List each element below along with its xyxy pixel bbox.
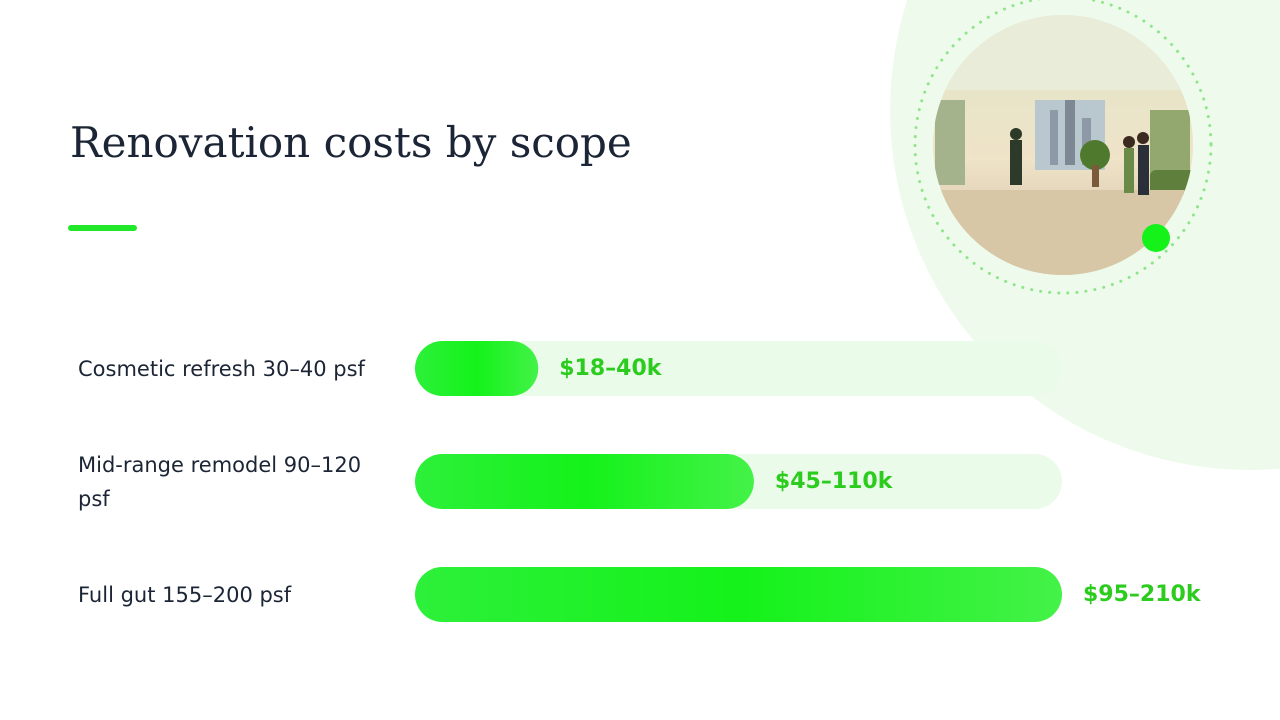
accent-dot: [1142, 224, 1170, 252]
category-label: Full gut 155–200 psf: [78, 582, 292, 607]
dotted-ring: [913, 0, 1213, 295]
bar: [415, 567, 1062, 622]
category-label: Cosmetic refresh 30–40 psf: [78, 356, 365, 381]
title-underline: [68, 225, 137, 231]
category-label: Mid-range remodel 90–120 psf: [78, 452, 362, 511]
chart-title: Renovation costs by scope: [70, 118, 632, 167]
bar: [415, 341, 539, 396]
value-label: $18–40k: [559, 356, 662, 381]
bar-track: [415, 341, 1062, 396]
value-label: $95–210k: [1083, 582, 1201, 607]
bar: [415, 454, 754, 509]
value-label: $45–110k: [774, 469, 893, 494]
